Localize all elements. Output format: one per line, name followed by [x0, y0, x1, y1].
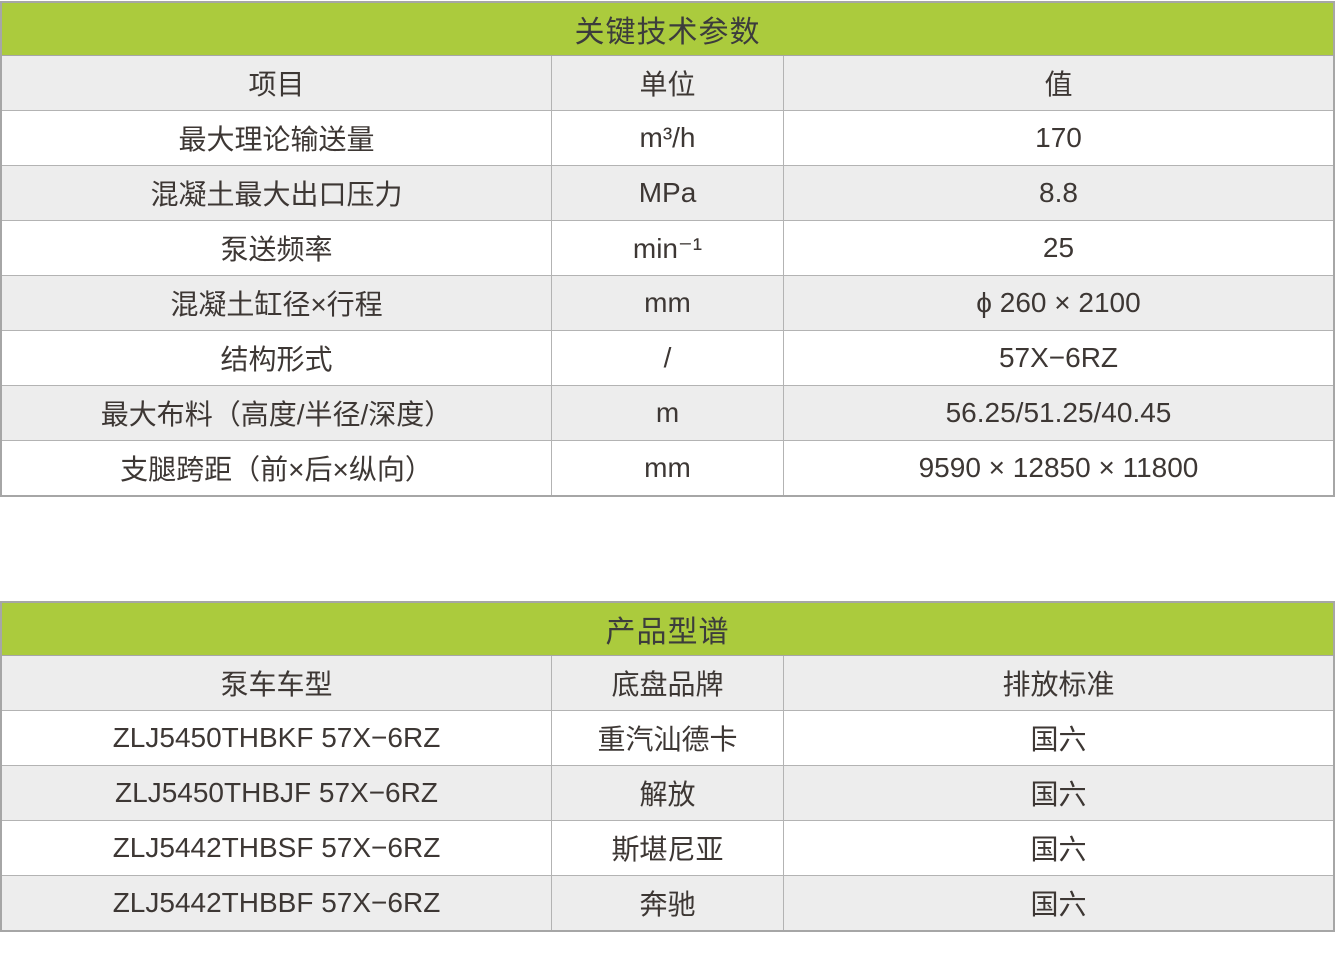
table-row: ZLJ5450THBKF 57X−6RZ 重汽汕德卡 国六 — [2, 710, 1333, 765]
table-row: 混凝土最大出口压力 MPa 8.8 — [2, 165, 1333, 220]
table-cell: mm — [552, 441, 784, 495]
table-cell: 结构形式 — [2, 331, 552, 385]
table-cell: 国六 — [1030, 779, 1087, 810]
key-specs-table: 关键技术参数 项目 单位 值 最大理论输送量 m³/h 170 混凝土最大出口压力 MP… — [0, 1, 1335, 497]
table-title: 产品型谱 — [2, 603, 1333, 656]
column-header-unit: 单位 — [552, 56, 784, 110]
table-row: 结构形式/ 57X−6RZ — [2, 330, 1333, 385]
table-cell: ZLJ5450THBKF 57X−6RZ — [2, 711, 552, 765]
column-header-chassis-brand: 底盘品牌 — [552, 656, 784, 710]
table-cell: 国六 — [1030, 889, 1087, 920]
table-cell: ϕ 260 × 2100 — [976, 287, 1141, 318]
product-range-table: 产品型谱 泵车车型 底盘品牌 排放标准 ZLJ5450THBKF 57X−6RZ… — [0, 601, 1335, 932]
table-cell: 56.25/51.25/40.45 — [945, 397, 1172, 428]
table-cell: m — [552, 386, 784, 440]
table-row: 最大布料（高度/半径/深度） m 56.25/51.25/40.45 — [2, 385, 1333, 440]
table-cell: 国六 — [1030, 724, 1087, 755]
table-cell: 57X−6RZ — [998, 342, 1119, 373]
table-cell: 最大布料（高度/半径/深度） — [2, 386, 552, 440]
table-cell: 混凝土缸径×行程 — [2, 276, 552, 330]
column-header-emission-standard: 排放标准 — [1002, 669, 1115, 700]
table-cell: 混凝土最大出口压力 — [2, 166, 552, 220]
table-row: 最大理论输送量 m³/h 170 — [2, 110, 1333, 165]
table-cell: MPa — [552, 166, 784, 220]
table-cell: 最大理论输送量 — [2, 111, 552, 165]
table-row: ZLJ5442THBBF 57X−6RZ 奔驰 国六 — [2, 875, 1333, 930]
table-row: 混凝土缸径×行程 mm ϕ 260 × 2100 — [2, 275, 1333, 330]
table-title: 关键技术参数 — [2, 3, 1333, 56]
table-cell: 重汽汕德卡 — [552, 711, 784, 765]
table-cell: 9590 × 12850 × 11800 — [918, 452, 1199, 483]
column-header-value: 值 — [1044, 69, 1073, 100]
column-header-item: 项目 — [2, 56, 552, 110]
table-cell: m³/h — [552, 111, 784, 165]
table-cell: 170 — [1035, 122, 1082, 153]
table-cell: ZLJ5450THBJF 57X−6RZ — [2, 766, 552, 820]
table-cell: 25 — [1042, 232, 1075, 263]
table-header-row: 泵车车型 底盘品牌 排放标准 — [2, 656, 1333, 710]
column-header-truck-model: 泵车车型 — [2, 656, 552, 710]
table-cell: 支腿跨距（前×后×纵向） — [2, 441, 552, 495]
table-row: 支腿跨距（前×后×纵向） mm 9590 × 12850 × 11800 — [2, 440, 1333, 495]
table-cell: 8.8 — [1039, 177, 1078, 208]
table-cell: 奔驰 — [552, 876, 784, 930]
table-cell: 泵送频率 — [2, 221, 552, 275]
table-row: ZLJ5450THBJF 57X−6RZ 解放 国六 — [2, 765, 1333, 820]
table-cell: min⁻¹ — [552, 221, 784, 275]
table-cell: ZLJ5442THBSF 57X−6RZ — [2, 821, 552, 875]
table-cell: 国六 — [1030, 834, 1087, 865]
table-cell: ZLJ5442THBBF 57X−6RZ — [2, 876, 552, 930]
table-body: 最大理论输送量 m³/h 170 混凝土最大出口压力 MPa 8.8 泵送频率 min⁻¹ 25… — [2, 110, 1333, 495]
table-cell: mm — [552, 276, 784, 330]
table-row: ZLJ5442THBSF 57X−6RZ 斯堪尼亚 国六 — [2, 820, 1333, 875]
table-body: ZLJ5450THBKF 57X−6RZ 重汽汕德卡 国六 ZLJ5450THBJF … — [2, 710, 1333, 930]
table-cell: 斯堪尼亚 — [552, 821, 784, 875]
table-header-row: 项目 单位 值 — [2, 56, 1333, 110]
table-cell: / — [552, 331, 784, 385]
table-row: 泵送频率 min⁻¹ 25 — [2, 220, 1333, 275]
table-cell: 解放 — [552, 766, 784, 820]
